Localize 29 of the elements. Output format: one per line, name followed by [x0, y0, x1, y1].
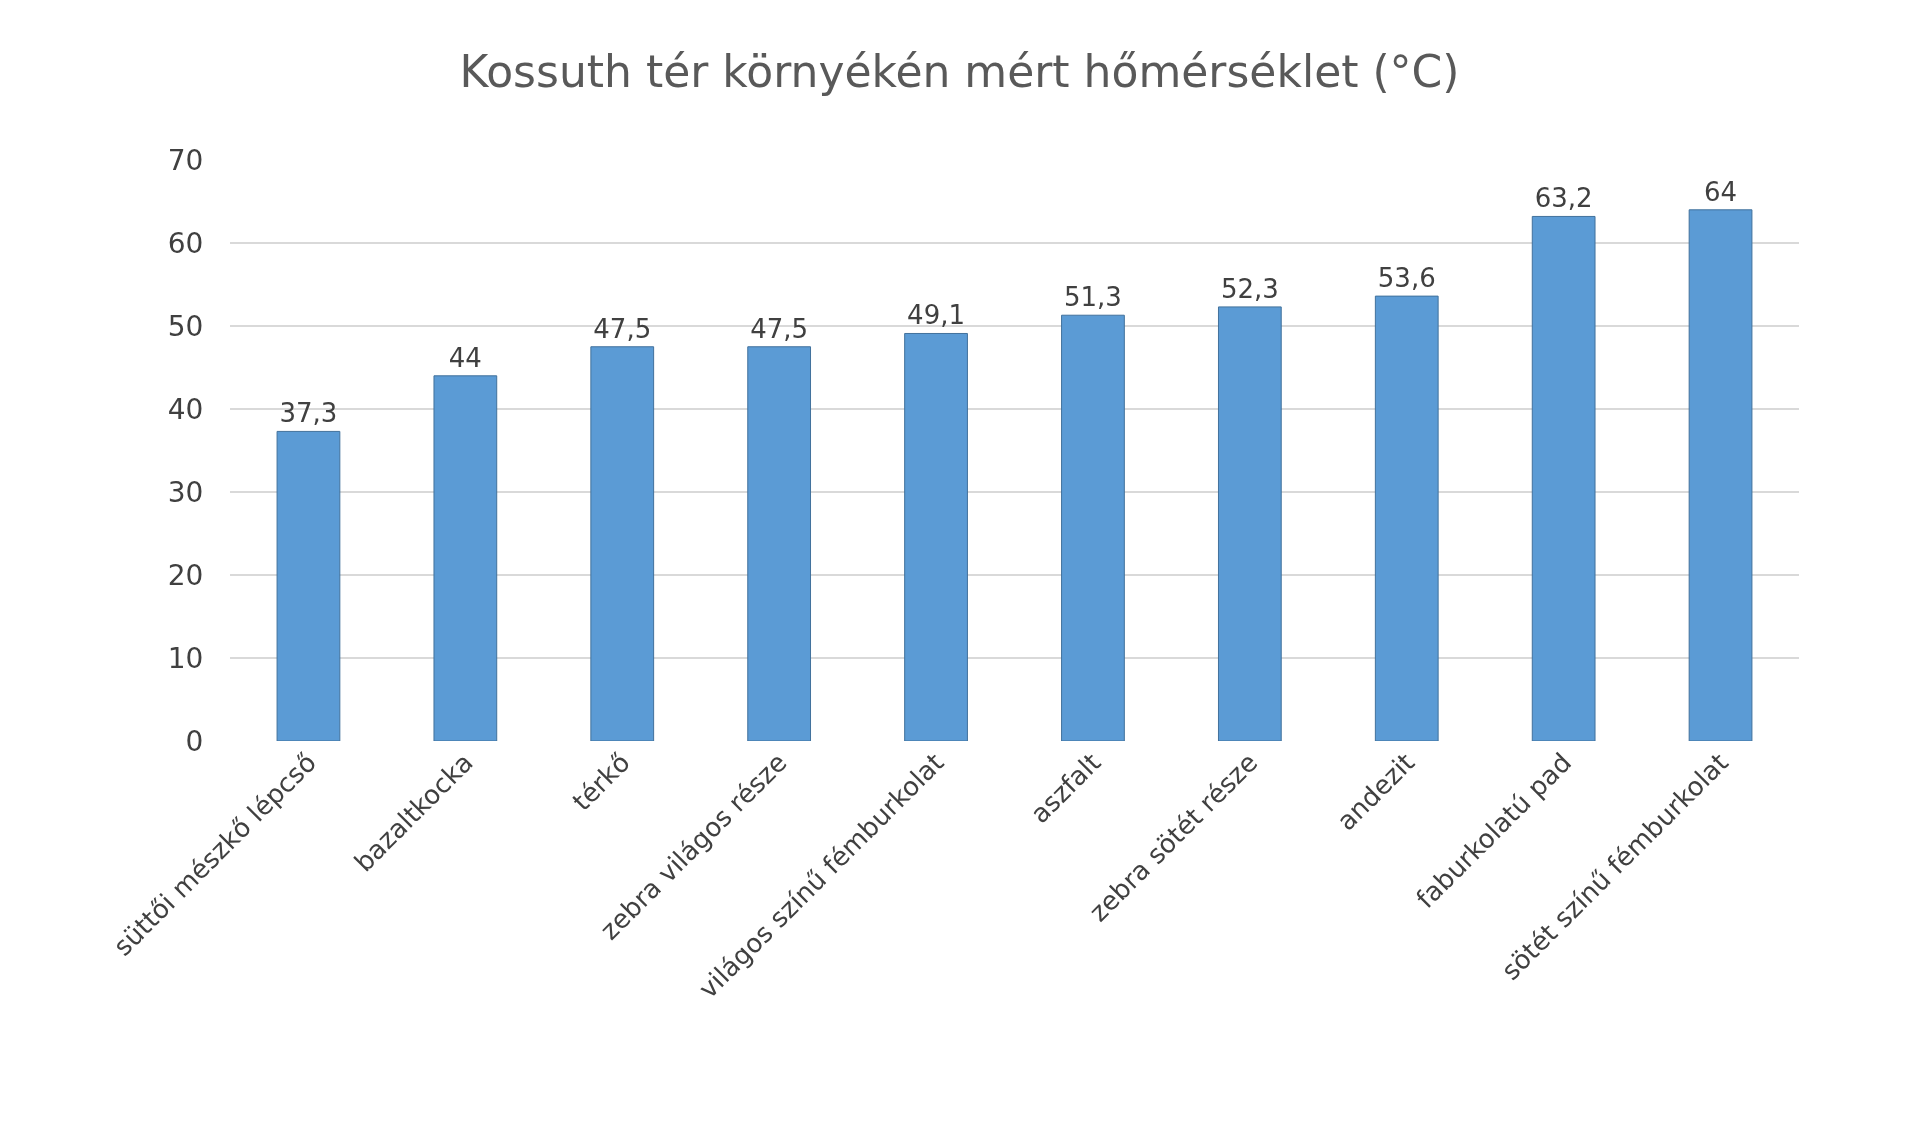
bar — [1217, 306, 1282, 741]
bar — [747, 346, 812, 741]
y-tick-label: 0 — [185, 724, 204, 758]
data-label: 49,1 — [907, 300, 965, 331]
bar — [1531, 215, 1596, 741]
bar — [904, 332, 968, 741]
data-label: 47,5 — [593, 313, 652, 344]
bar — [1688, 209, 1753, 741]
chart-title: Kossuth tér környékén mért hőmérséklet (°C) — [459, 45, 1460, 97]
bar — [1374, 295, 1439, 741]
y-tick-label: 60 — [167, 226, 204, 260]
y-tick-label: 10 — [167, 641, 204, 675]
data-label: 64 — [1704, 176, 1738, 207]
data-label: 51,3 — [1064, 282, 1122, 313]
y-tick-label: 40 — [167, 392, 204, 426]
data-label: 52,3 — [1220, 273, 1279, 304]
y-tick-label: 50 — [167, 309, 204, 343]
y-tick-label: 30 — [167, 475, 204, 509]
data-label: 44 — [448, 342, 482, 373]
y-tick-label: 70 — [167, 143, 204, 177]
bar — [433, 375, 498, 741]
bar — [590, 346, 655, 741]
data-label: 47,5 — [750, 313, 809, 344]
data-label: 63,2 — [1534, 183, 1593, 214]
bar — [1061, 314, 1125, 741]
data-label: 53,6 — [1377, 263, 1436, 294]
bar — [276, 430, 341, 741]
data-label: 37,3 — [279, 398, 338, 429]
y-tick-label: 20 — [167, 558, 204, 592]
